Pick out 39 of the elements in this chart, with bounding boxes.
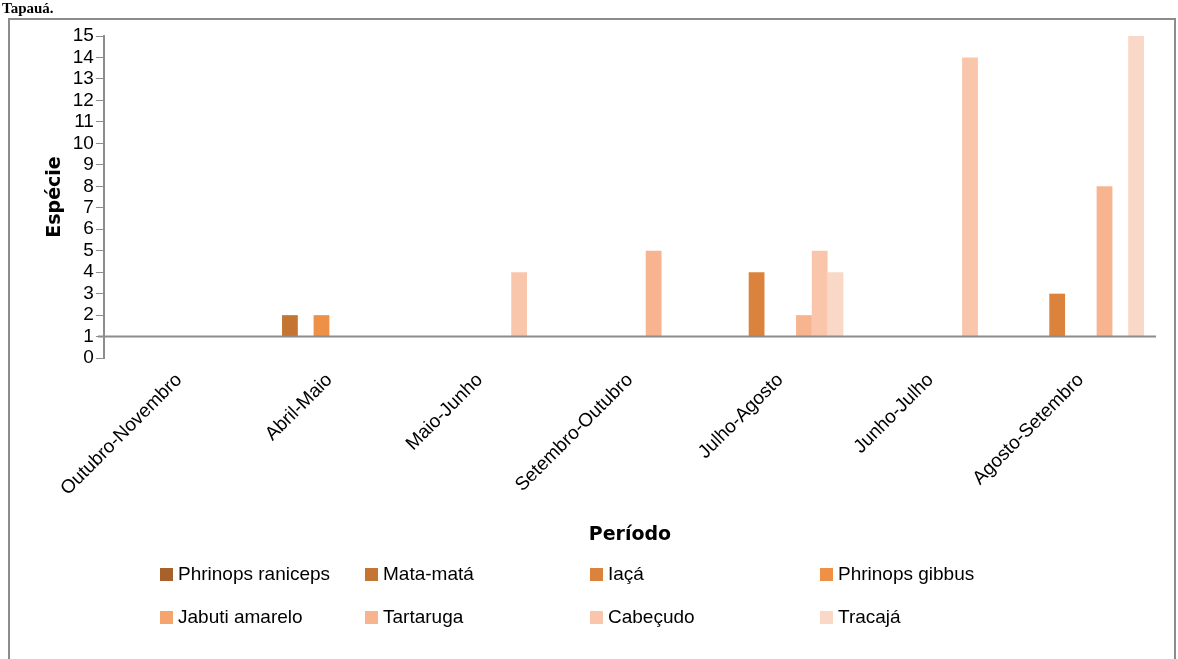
y-tick-label: 13	[72, 67, 94, 89]
y-tick-label: 11	[74, 110, 94, 132]
legend-label: Mata-matá	[383, 563, 474, 585]
legend-label: Cabeçudo	[608, 606, 695, 628]
legend-label: Phrinops gibbus	[838, 563, 975, 585]
bar	[962, 57, 978, 337]
y-tick-label: 2	[83, 303, 94, 325]
bar	[1128, 36, 1144, 337]
legend-label: Iaçá	[608, 563, 644, 585]
legend-label: Tartaruga	[383, 606, 464, 628]
y-tick-label: 9	[83, 153, 94, 175]
bar	[796, 315, 812, 337]
bar	[511, 272, 528, 337]
y-tick-label: 4	[83, 260, 95, 282]
bar	[313, 315, 330, 337]
y-tick-label: 14	[72, 45, 95, 67]
legend-label: Tracajá	[838, 606, 901, 628]
bar	[827, 272, 844, 337]
legend-label: Phrinops raniceps	[178, 563, 331, 585]
bar	[811, 250, 828, 337]
bar	[1049, 293, 1066, 337]
y-tick-label: 7	[83, 196, 94, 218]
x-axis-title: Período	[588, 521, 672, 544]
y-tick-label: 3	[83, 281, 94, 303]
y-tick-label: 8	[83, 174, 94, 196]
y-tick-label: 12	[72, 88, 94, 110]
y-tick-label: 5	[83, 238, 94, 260]
legend-label: Jabuti amarelo	[178, 606, 303, 628]
chart-title: Tapauá.	[2, 0, 54, 17]
y-tick-label: 1	[83, 324, 94, 346]
y-tick-label: 10	[72, 131, 94, 153]
y-axis-title: Espécie	[42, 156, 65, 238]
bar	[1096, 186, 1113, 337]
y-tick-label: 6	[83, 217, 94, 239]
bar	[748, 272, 765, 337]
y-tick-label: 0	[83, 346, 94, 368]
y-tick-label: 15	[72, 24, 94, 46]
bar	[282, 315, 298, 337]
bar	[645, 250, 662, 337]
